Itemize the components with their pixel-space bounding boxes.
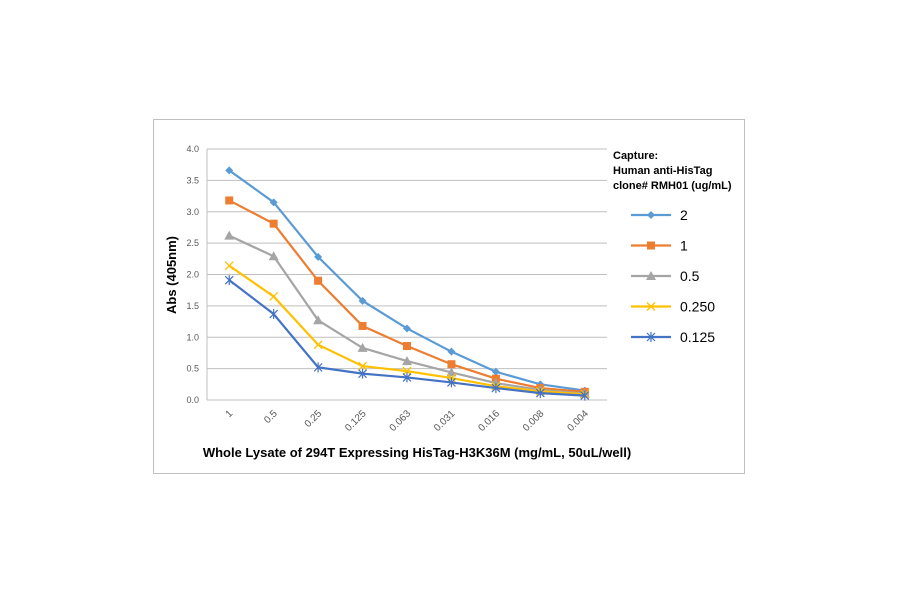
data-point — [357, 342, 368, 352]
legend-marker — [647, 241, 655, 250]
y-tick-label: 0.5 — [186, 364, 199, 374]
data-point — [269, 219, 278, 228]
data-point — [313, 315, 324, 325]
data-point — [225, 196, 234, 205]
x-tick-label: 0.016 — [477, 408, 503, 434]
data-point — [224, 275, 234, 286]
x-tick-label: 0.5 — [262, 408, 280, 426]
y-tick-label: 2.0 — [186, 270, 199, 280]
data-point — [224, 230, 235, 240]
data-point — [580, 390, 590, 401]
data-point — [269, 292, 279, 301]
data-point — [313, 340, 323, 350]
data-point — [447, 377, 456, 388]
legend-label: 1 — [680, 238, 688, 254]
data-point — [403, 342, 411, 351]
data-point — [268, 251, 279, 261]
legend-marker — [646, 302, 656, 311]
data-point — [225, 166, 234, 175]
data-point — [358, 321, 367, 330]
data-point — [314, 252, 323, 261]
data-point — [358, 368, 367, 379]
legend-title: clone# RMH01 (ug/mL) — [613, 180, 732, 192]
data-point — [491, 383, 501, 394]
legend-marker — [646, 271, 656, 280]
data-point — [224, 261, 234, 271]
x-tick-label: 0.25 — [303, 408, 325, 430]
x-tick-label: 0.008 — [521, 408, 547, 434]
legend-marker — [647, 211, 655, 219]
data-point — [358, 296, 367, 305]
data-point — [535, 388, 545, 399]
x-tick-label: 0.031 — [432, 408, 458, 434]
data-point — [358, 361, 368, 371]
y-tick-label: 1.0 — [186, 332, 199, 342]
data-point — [403, 324, 411, 333]
y-tick-label: 4.0 — [186, 144, 199, 154]
y-tick-label: 1.5 — [186, 301, 199, 311]
data-point — [402, 372, 412, 383]
x-tick-label: 1 — [224, 408, 236, 420]
x-tick-label: 0.063 — [388, 408, 414, 434]
data-point — [313, 362, 323, 373]
legend-label: 0.250 — [680, 299, 715, 315]
data-point — [402, 366, 412, 376]
x-tick-label: 0.125 — [343, 408, 369, 434]
data-point — [269, 198, 278, 207]
chart-frame — [153, 119, 745, 474]
y-tick-label: 2.5 — [186, 238, 199, 248]
y-tick-label: 3.5 — [186, 175, 199, 185]
legend-marker — [646, 332, 656, 342]
y-tick-label: 0.0 — [186, 395, 199, 405]
legend-label: 2 — [680, 207, 688, 223]
data-point — [314, 276, 323, 285]
legend-label: 0.5 — [680, 268, 700, 284]
y-axis-title: Abs (405nm) — [164, 236, 179, 314]
legend-title: Capture: — [613, 150, 658, 162]
legend-title: Human anti-HisTag — [613, 165, 712, 177]
data-point — [491, 367, 500, 376]
series-line-0.5 — [228, 234, 585, 395]
data-point — [269, 309, 279, 320]
data-point — [447, 360, 456, 369]
x-tick-label: 0.004 — [565, 408, 591, 434]
data-point — [446, 367, 457, 377]
legend-label: 0.125 — [680, 329, 715, 345]
data-point — [447, 347, 456, 356]
x-axis-title: Whole Lysate of 294T Expressing HisTag-H… — [203, 445, 631, 460]
data-point — [402, 356, 412, 366]
y-tick-label: 3.0 — [186, 207, 199, 217]
